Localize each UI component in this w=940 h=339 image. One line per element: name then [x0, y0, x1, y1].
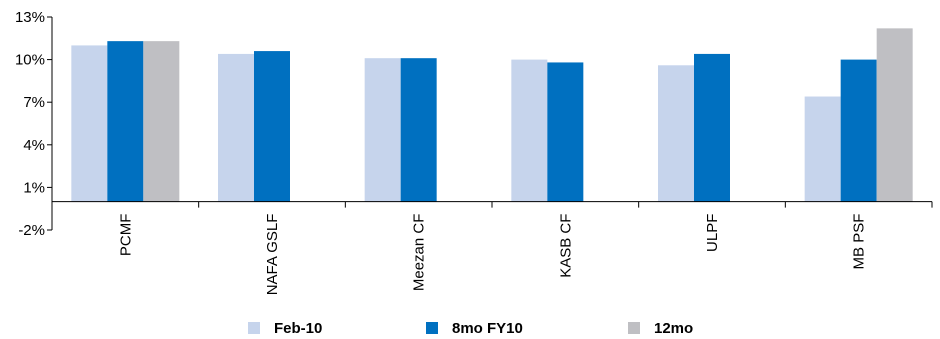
bar-feb-10: [511, 59, 548, 202]
bar-feb-10: [218, 53, 254, 202]
bar-8mo-fy10: [840, 59, 877, 202]
legend-swatch-feb-10: [248, 322, 260, 334]
legend-item-12mo: 12mo: [628, 318, 693, 338]
category-label: Meezan CF: [411, 214, 428, 292]
bars: [71, 28, 913, 202]
legend: Feb-10 8mo FY10 12mo: [0, 318, 940, 338]
bar-12mo: [876, 28, 913, 202]
bar-feb-10: [804, 96, 841, 202]
legend-label: 12mo: [654, 319, 694, 337]
bar-8mo-fy10: [694, 53, 730, 202]
y-tick-label: 1%: [23, 179, 45, 196]
bar-8mo-fy10: [254, 51, 290, 202]
bar-feb-10: [364, 58, 401, 202]
category-label: MB PSF: [851, 214, 868, 270]
bar-12mo: [143, 41, 180, 202]
legend-label: Feb-10: [274, 319, 323, 337]
category-labels: PCMF NAFA GSLF Meezan CF KASB CF ULPF MB PSF: [117, 214, 867, 296]
bar-feb-10: [658, 65, 694, 202]
bar-8mo-fy10: [107, 41, 144, 202]
y-axis-ticks: 13% 10% 7% 4% 1% -2%: [15, 9, 52, 239]
bar-8mo-fy10: [400, 58, 437, 202]
category-label: KASB CF: [557, 214, 574, 278]
y-tick-label: 7%: [23, 94, 45, 111]
category-label: PCMF: [117, 214, 134, 257]
legend-item-feb-10: Feb-10: [248, 318, 322, 338]
y-tick-label: 13%: [15, 9, 45, 26]
legend-item-8mo-fy10: 8mo FY10: [426, 318, 523, 338]
legend-label: 8mo FY10: [452, 319, 523, 337]
bar-feb-10: [71, 45, 108, 202]
legend-swatch-8mo-fy10: [426, 322, 438, 334]
bar-8mo-fy10: [547, 62, 584, 202]
y-tick-label: 4%: [23, 137, 45, 154]
category-label: ULPF: [704, 214, 721, 252]
y-tick-label: 10%: [15, 52, 45, 69]
legend-swatch-12mo: [628, 322, 640, 334]
x-axis-ticks: [198, 201, 933, 208]
category-label: NAFA GSLF: [264, 214, 281, 296]
y-tick-label: -2%: [18, 222, 45, 239]
